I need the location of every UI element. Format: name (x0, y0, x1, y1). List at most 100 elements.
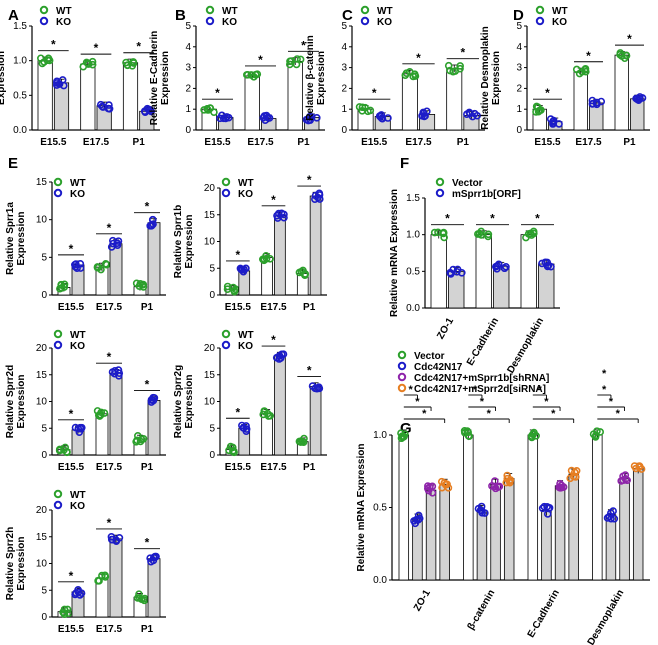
data-point (468, 112, 477, 121)
bar (619, 478, 630, 581)
x-tick-label: E17.5 (260, 302, 287, 313)
y-tick-label: 0.0 (406, 303, 420, 314)
legend-label: KO (377, 17, 392, 28)
data-point (223, 285, 232, 293)
data-point (556, 479, 564, 488)
data-point (566, 474, 575, 483)
sig-star: * (235, 248, 240, 262)
y-axis-label: Expression (160, 51, 171, 105)
y-tick-label: 0 (41, 290, 47, 301)
data-point (304, 116, 313, 125)
y-tick-label: 5 (41, 423, 47, 434)
legend-label: KO (238, 341, 253, 352)
bar (37, 60, 53, 131)
x-tick-label: E15.5 (40, 137, 67, 148)
y-axis-label: Relative mRNA Expression (389, 189, 400, 317)
x-tick-label: Desmoplakin (586, 588, 627, 645)
y-tick-label: 0 (185, 125, 191, 136)
data-point (150, 394, 159, 402)
bar (446, 68, 463, 131)
sig-star: * (480, 396, 485, 408)
chart-panel-9: G VectorCdc42N17Cdc42N17+mSprr1b[shRNA]Cd… (356, 350, 650, 645)
y-tick-label: 3 (516, 63, 522, 74)
bar (554, 485, 566, 581)
data-point (101, 571, 109, 580)
legend-marker (39, 16, 49, 26)
sig-star: * (487, 408, 492, 420)
sig-star: * (408, 384, 413, 396)
y-tick-label: 5 (516, 21, 522, 32)
y-tick-label: 20 (204, 183, 216, 194)
bar (95, 413, 109, 456)
data-point (242, 264, 250, 273)
y-axis-label: Expression (184, 215, 195, 269)
data-point (75, 428, 84, 436)
data-point (266, 255, 274, 263)
data-point (581, 64, 590, 73)
data-point (204, 106, 212, 114)
sig-star: * (145, 536, 150, 550)
y-tick-label: 4 (341, 42, 347, 53)
bar (309, 386, 322, 456)
bar (538, 263, 555, 309)
data-point (146, 106, 155, 114)
data-point (477, 502, 486, 511)
y-tick-label: 0.0 (13, 125, 27, 136)
data-point (276, 354, 285, 362)
y-tick-label: 4 (185, 42, 191, 53)
y-tick-label: 15 (36, 532, 48, 543)
data-point (484, 232, 492, 241)
y-axis-label: Relative β-catenin (305, 35, 316, 121)
data-point (97, 265, 105, 274)
sig-star: * (69, 407, 74, 421)
bar (80, 63, 96, 131)
y-tick-label: 0.5 (373, 503, 387, 514)
y-tick-label: 5 (41, 585, 47, 596)
sig-star: * (473, 384, 478, 396)
data-point (111, 367, 119, 375)
x-tick-label: P1 (141, 302, 154, 313)
data-point (228, 443, 237, 452)
sig-star: * (107, 221, 112, 235)
data-point (100, 409, 109, 417)
sig-star: * (145, 200, 150, 214)
y-axis-label: Relative mRNA Expression (356, 443, 367, 571)
data-point (421, 112, 429, 120)
data-point (44, 54, 53, 63)
panel-letter: D (513, 7, 524, 24)
data-point (296, 55, 305, 64)
panel-letter: E (8, 155, 18, 172)
data-point (60, 605, 69, 614)
x-tick-label: E-Cadherin (526, 588, 562, 640)
data-point (40, 58, 48, 66)
data-point (412, 515, 421, 524)
data-point (477, 231, 486, 239)
sig-star: * (586, 49, 591, 63)
sig-star: * (69, 242, 74, 256)
y-tick-label: 15 (36, 370, 48, 381)
x-tick-label: P1 (457, 137, 470, 148)
data-point (84, 60, 93, 68)
y-tick-label: 3 (341, 63, 347, 74)
legend-marker (221, 188, 231, 198)
bar (147, 222, 161, 296)
data-point (97, 408, 106, 417)
x-tick-label: E15.5 (58, 462, 85, 473)
x-tick-label: P1 (623, 137, 636, 148)
legend-marker (360, 5, 370, 15)
y-tick-label: 4 (516, 42, 522, 53)
bar (122, 62, 139, 131)
x-tick-label: E15.5 (534, 137, 561, 148)
data-point (495, 482, 504, 491)
y-axis-label: Expression (16, 212, 27, 266)
y-tick-label: 10 (36, 215, 48, 226)
data-point (287, 57, 295, 65)
y-tick-label: 2 (516, 83, 522, 94)
legend-label: Cdc42N17+mSprr1b[shRNA] (414, 373, 549, 384)
data-point (398, 432, 406, 441)
y-tick-label: 10 (36, 559, 48, 570)
y-tick-label: 1.5 (13, 21, 27, 32)
y-tick-label: 5 (41, 252, 47, 263)
legend-marker (535, 16, 545, 26)
